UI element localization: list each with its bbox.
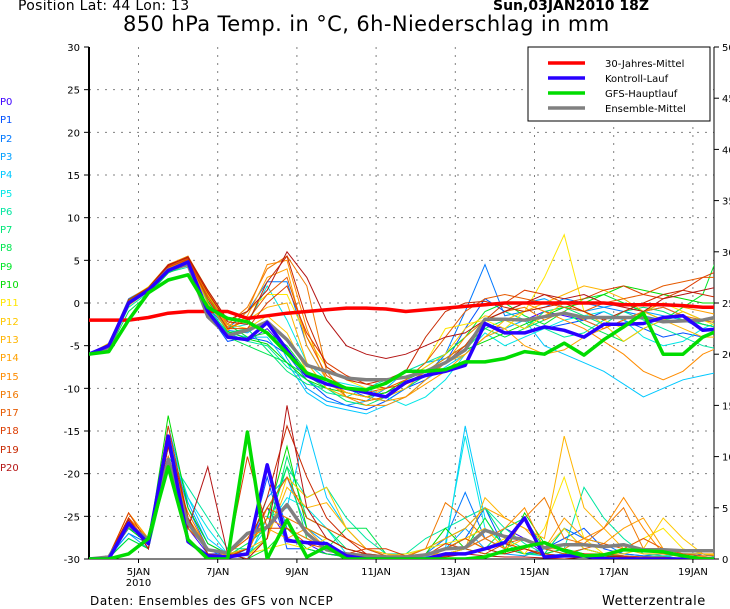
y-tick-label-left: -15 [64,427,80,438]
member-temp-line-p1 [89,261,714,411]
member-label: P4 [0,170,13,182]
member-label: P10 [0,280,19,291]
y-tick-label-right: 20 [722,350,730,361]
x-tick-label: 17JAN [599,567,629,578]
member-label: P8 [0,243,13,255]
x-tick-label: 15JAN [520,567,550,578]
y-tick-label-right: 35 [722,197,730,208]
member-label: P13 [0,334,19,346]
y-tick-label-left: -30 [64,555,80,566]
member-precip-line-p20 [89,405,714,559]
member-label: P14 [0,353,19,365]
y-tick-label-left: 15 [67,171,80,182]
data-source-label: Daten: Ensembles des GFS von NCEP [90,594,334,608]
member-label: P15 [0,371,19,383]
gfs-precip-line [89,430,714,559]
legend-label: Ensemble-Mittel [605,104,686,115]
y-tick-label-left: 10 [67,214,80,225]
member-temp-line-p2 [89,263,714,402]
y-tick-label-left: 20 [67,128,80,139]
legend-label: GFS-Hauptlauf [605,89,678,100]
position-label: Position Lat: 44 Lon: 13 [18,0,190,14]
control-temp-line [89,260,714,399]
x-tick-label: 19JAN [678,567,708,578]
x-tick-label: 13JAN [440,567,470,578]
y-tick-label-left: 25 [67,86,80,97]
member-label: P2 [0,133,13,145]
member-label: P18 [0,426,19,438]
member-temp-line-p17 [89,257,714,394]
y-tick-label-right: 30 [722,248,730,259]
member-label: P20 [0,463,19,474]
chart-title: 850 hPa Temp. in °C, 6h-Niederschlag in … [123,12,610,36]
y-tick-label-left: 30 [67,43,80,54]
gfs-temp-line [89,273,714,392]
y-tick-label-right: 45 [722,94,730,105]
member-label: P16 [0,389,19,401]
member-temp-line-p4 [89,257,714,415]
member-precip-line-p15 [89,446,714,559]
member-label: P7 [0,225,13,237]
x-tick-label: 9JAN [285,567,308,578]
legend: 30-Jahres-Mittel Kontroll-Lauf GFS-Hauptla… [527,46,711,122]
legend-label: Kontroll-Lauf [605,74,669,85]
y-tick-label-left: -25 [64,512,80,523]
run-time-label: Sun,03JAN2010 18Z [493,0,650,14]
member-label: P12 [0,316,19,328]
y-tick-label-left: 0 [74,299,80,310]
y-tick-label-right: 15 [722,401,730,412]
member-precip-line-p10 [89,415,714,559]
brand-label: Wetterzentrale [602,594,706,609]
y-tick-label-left: 5 [74,256,80,267]
x-tick-label: 5JAN [127,567,150,578]
member-label: P9 [0,261,13,273]
y-tick-label-left: -20 [64,470,80,481]
x-tick-year-label: 2010 [126,578,151,589]
y-tick-label-right: 5 [722,504,728,515]
y-tick-label-left: -5 [70,342,80,353]
member-label: P6 [0,206,13,218]
climatology-temp-line [89,301,714,322]
y-tick-label-right: 50 [722,43,730,54]
y-tick-label-right: 25 [722,299,730,310]
ensemble-mean-precip-line [89,457,714,559]
y-tick-label-right: 40 [722,145,730,156]
y-tick-label-left: -10 [64,384,80,395]
member-label: P17 [0,408,19,420]
series [89,233,714,559]
legend-label: 30-Jahres-Mittel [605,59,684,70]
member-label: P19 [0,444,19,456]
member-label: P3 [0,151,13,163]
y-tick-label-right: 0 [722,555,728,566]
y-tick-label-right: 10 [722,453,730,464]
x-tick-label: 7JAN [206,567,229,578]
member-label: P5 [0,188,13,200]
member-label: P1 [0,115,13,127]
member-label: P11 [0,298,19,310]
x-tick-label: 11JAN [361,567,391,578]
member-label: P0 [0,97,13,108]
